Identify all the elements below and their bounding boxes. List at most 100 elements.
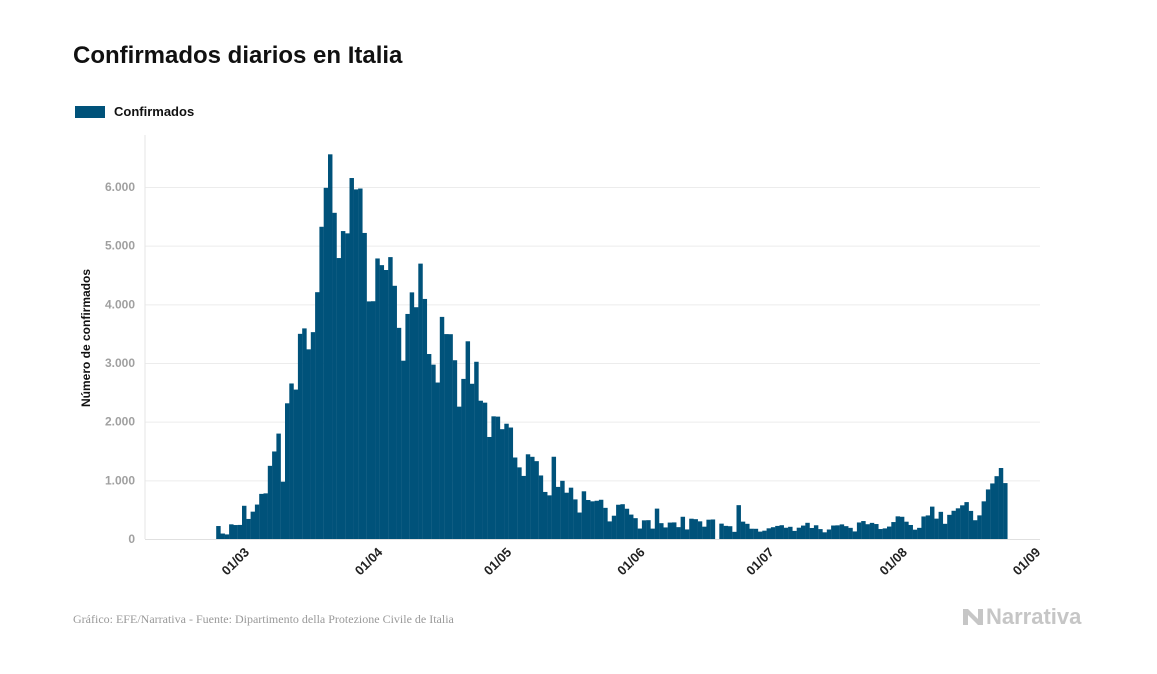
bar-31/03 [371,301,376,539]
bar-02/07 [770,527,776,539]
bar-04/04 [388,257,393,539]
bar-11/04 [418,263,423,539]
bar-05/03 [259,493,264,539]
bar-08/05 [534,461,539,539]
bar-03/04 [383,270,389,539]
legend-swatch [75,105,105,118]
bar-04/05 [517,467,522,539]
bar-25/05 [607,521,612,539]
bar-13/04 [426,354,432,539]
bar-28/02 [233,525,238,539]
bar-19/07 [844,526,849,539]
bar-22/05 [594,500,600,539]
y-tick-label: 3.000 [105,356,135,370]
bar-24/08 [998,468,1004,539]
bar-25/04 [478,400,483,539]
bar-24/07 [865,524,870,539]
bar-10/04 [414,307,419,539]
bar-06/06 [659,523,664,539]
bar-28/06 [753,528,759,539]
bar-25/02 [220,533,225,539]
bar-28/05 [620,504,625,539]
bar-11/08 [942,523,948,539]
bar-18/03 [315,292,320,539]
bar-03/08 [908,524,913,539]
bar-05/08 [917,527,922,539]
bar-31/07 [895,516,901,539]
bar-28/04 [491,416,496,539]
bar-22/03 [332,212,337,539]
bar-20/06 [719,523,724,539]
bar-12/04 [422,298,428,539]
bar-21/03 [328,154,333,539]
bar-14/04 [431,364,436,539]
bar-09/07 [801,525,806,539]
bar-27/04 [487,436,492,539]
bar-15/04 [435,382,440,539]
narrativa-logo-icon [963,609,983,625]
bar-07/07 [792,530,797,539]
bar-18/06 [710,519,716,539]
bar-15/08 [960,505,965,539]
bar-15/07 [826,529,832,539]
bar-05/05 [521,475,526,539]
bar-23/03 [336,258,342,539]
bar-01/08 [899,516,905,539]
bar-29/07 [887,526,892,539]
bar-06/05 [525,454,531,539]
bar-05/07 [783,527,789,539]
bar-23/08 [994,476,999,539]
bar-17/08 [968,510,974,539]
bar-17/04 [444,334,449,539]
bar-16/08 [964,502,969,539]
bar-18/04 [448,334,453,539]
bar-25/06 [740,521,746,539]
bar-07/04 [401,360,406,539]
bar-11/06 [680,516,686,539]
bar-23/06 [732,531,737,539]
y-tick-label: 5.000 [105,239,135,253]
bar-19/05 [581,491,587,539]
bar-17/03 [310,332,316,539]
bar-29/02 [237,524,243,539]
bar-24/06 [736,505,741,539]
bar-23/07 [861,521,866,539]
narrativa-logo: Narrativa [962,604,1081,630]
x-tick-label: 01/08 [876,545,910,579]
bar-26/03 [349,178,354,539]
bar-27/02 [229,524,234,539]
x-tick-label: 01/03 [219,545,253,579]
bar-04/07 [779,525,784,539]
bar-28/07 [882,528,888,539]
x-tick-label: 01/06 [614,545,648,579]
bar-27/03 [353,189,359,539]
bar-04/08 [912,529,918,539]
bar-10/07 [805,522,810,539]
bar-02/04 [379,265,385,539]
bar-10/03 [280,481,286,539]
bar-07/03 [267,465,273,539]
bar-07/06 [663,527,668,539]
bar-15/05 [564,492,569,539]
bar-20/07 [848,527,853,539]
bar-08/04 [405,313,410,539]
bar-07/05 [530,456,535,539]
bar-30/05 [629,514,634,539]
bar-12/05 [551,456,557,539]
bar-06/08 [921,516,926,539]
bar-26/06 [745,523,750,539]
bar-01/03 [242,505,247,539]
bar-05/04 [392,285,397,539]
x-tick-label: 01/07 [743,545,777,579]
bar-30/06 [762,530,767,539]
bar-14/07 [822,532,827,539]
bar-05/06 [654,508,660,539]
bar-04/06 [650,528,655,539]
bar-08/08 [930,506,935,539]
bar-25/03 [345,233,350,539]
bar-20/03 [323,187,329,539]
legend-label: Confirmados [114,104,195,119]
bars [216,154,1008,539]
bar-08/07 [796,527,802,539]
bar-09/04 [409,292,415,539]
